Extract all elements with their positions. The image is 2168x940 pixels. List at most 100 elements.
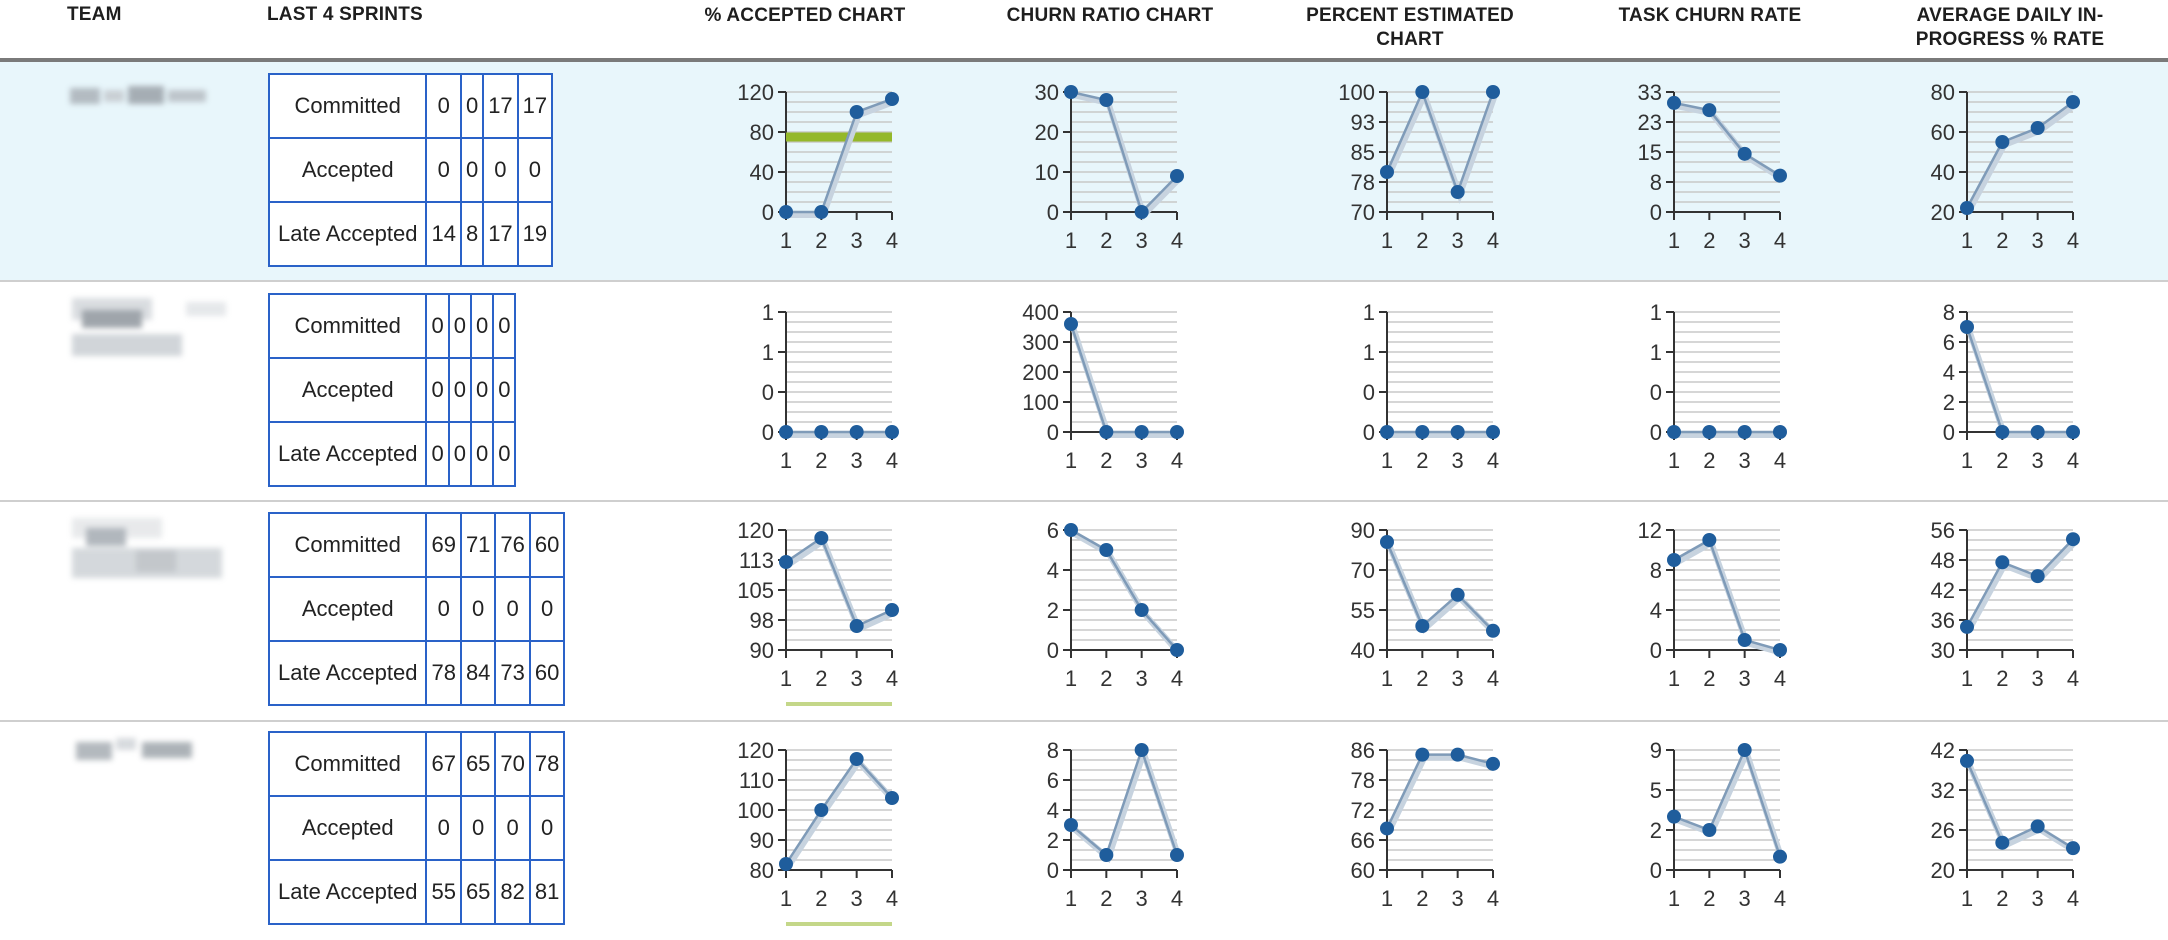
data-point[interactable] [1486, 756, 1500, 771]
data-point[interactable] [1737, 146, 1752, 161]
chart-accepted-row-1[interactable]: 120 80 40 01 2 3 4 [726, 78, 922, 258]
data-point[interactable] [1960, 619, 1974, 634]
data-point[interactable] [1960, 320, 1974, 334]
data-point[interactable] [1486, 85, 1500, 99]
chart-estimated-row-3[interactable]: 90 70 55 401 2 3 4 [1327, 516, 1523, 696]
data-point[interactable] [1737, 425, 1752, 439]
data-point[interactable] [849, 105, 864, 119]
data-point[interactable] [1380, 535, 1394, 549]
data-point[interactable] [1380, 165, 1394, 179]
data-point[interactable] [2066, 95, 2080, 109]
team-name-blurred[interactable] [64, 80, 214, 112]
data-point[interactable] [1064, 317, 1078, 331]
data-point[interactable] [2066, 425, 2080, 439]
chart-daily-row-1[interactable]: 80 60 40 201 2 3 4 [1907, 78, 2103, 258]
team-name-blurred[interactable] [70, 732, 220, 772]
column-header-team[interactable]: TEAM [67, 4, 122, 25]
chart-accepted-row-3[interactable]: 120 113 105 98 901 2 3 4 [726, 516, 922, 706]
chart-churn-row-2[interactable]: 400 300 200 100 01 2 3 4 [1011, 298, 1207, 478]
data-point[interactable] [1134, 603, 1149, 617]
column-header-accepted-chart[interactable]: % ACCEPTED CHART [704, 5, 906, 26]
data-point[interactable] [1960, 753, 1974, 768]
data-point[interactable] [1702, 533, 1717, 547]
data-point[interactable] [1450, 185, 1465, 199]
data-point[interactable] [1450, 747, 1465, 762]
data-point[interactable] [2030, 121, 2045, 135]
team-name-blurred[interactable] [66, 290, 236, 370]
data-point[interactable] [849, 425, 864, 439]
data-point[interactable] [1064, 523, 1078, 537]
data-point[interactable] [1995, 135, 2010, 149]
data-point[interactable] [1773, 425, 1787, 439]
data-point[interactable] [1667, 425, 1681, 439]
column-header-task-churn[interactable]: TASK CHURN RATE [1618, 5, 1802, 26]
data-point[interactable] [1170, 169, 1184, 183]
data-point[interactable] [1170, 643, 1184, 657]
data-point[interactable] [2030, 425, 2045, 439]
data-point[interactable] [779, 555, 793, 569]
data-point[interactable] [885, 92, 899, 106]
data-point[interactable] [1486, 623, 1500, 638]
chart-accepted-row-4[interactable]: 120 110 100 90 801 2 3 4 [726, 736, 922, 926]
data-point[interactable] [1960, 201, 1974, 215]
data-point[interactable] [1064, 818, 1078, 832]
data-point[interactable] [1773, 643, 1787, 657]
data-point[interactable] [1995, 835, 2010, 850]
data-point[interactable] [1667, 809, 1681, 824]
data-point[interactable] [2066, 532, 2080, 547]
data-point[interactable] [2030, 819, 2045, 834]
data-point[interactable] [779, 425, 793, 439]
data-point[interactable] [1486, 425, 1500, 439]
data-point[interactable] [1667, 95, 1681, 110]
data-point[interactable] [1099, 93, 1114, 107]
data-point[interactable] [1773, 849, 1787, 864]
team-row-2[interactable] [0, 282, 2168, 502]
data-point[interactable] [2030, 569, 2045, 584]
data-point[interactable] [1415, 425, 1430, 439]
team-name-blurred[interactable] [66, 510, 236, 590]
team-row-3[interactable] [0, 502, 2168, 722]
data-point[interactable] [1170, 425, 1184, 439]
data-point[interactable] [779, 205, 793, 219]
chart-estimated-row-1[interactable]: 100 93 85 78 701 2 3 4 [1327, 78, 1523, 258]
data-point[interactable] [2066, 841, 2080, 856]
data-point[interactable] [1134, 205, 1149, 219]
data-point[interactable] [814, 531, 829, 545]
data-point[interactable] [1134, 425, 1149, 439]
data-point[interactable] [1450, 425, 1465, 439]
data-point[interactable] [1064, 85, 1078, 99]
data-point[interactable] [1995, 555, 2010, 570]
data-point[interactable] [885, 791, 899, 805]
data-point[interactable] [885, 603, 899, 617]
data-point[interactable] [1099, 543, 1114, 557]
chart-estimated-row-4[interactable]: 86 78 72 66 601 2 3 4 [1327, 736, 1523, 916]
chart-daily-row-4[interactable]: 42 32 26 201 2 3 4 [1907, 736, 2103, 916]
data-point[interactable] [814, 425, 829, 439]
data-point[interactable] [1415, 85, 1430, 99]
data-point[interactable] [779, 857, 793, 871]
data-point[interactable] [814, 803, 829, 817]
data-point[interactable] [1737, 633, 1752, 647]
data-point[interactable] [1099, 425, 1114, 439]
data-point[interactable] [1667, 553, 1681, 567]
data-point[interactable] [849, 752, 864, 766]
data-point[interactable] [1415, 619, 1430, 633]
data-point[interactable] [814, 205, 829, 219]
data-point[interactable] [1380, 425, 1394, 439]
column-header-churn-ratio[interactable]: CHURN RATIO CHART [1006, 5, 1214, 26]
data-point[interactable] [1099, 848, 1114, 862]
data-point[interactable] [885, 425, 899, 439]
data-point[interactable] [1702, 425, 1717, 439]
data-point[interactable] [1415, 747, 1430, 762]
data-point[interactable] [1450, 587, 1465, 602]
chart-churn-row-1[interactable]: 30 20 10 01 2 3 4 [1011, 78, 1207, 258]
